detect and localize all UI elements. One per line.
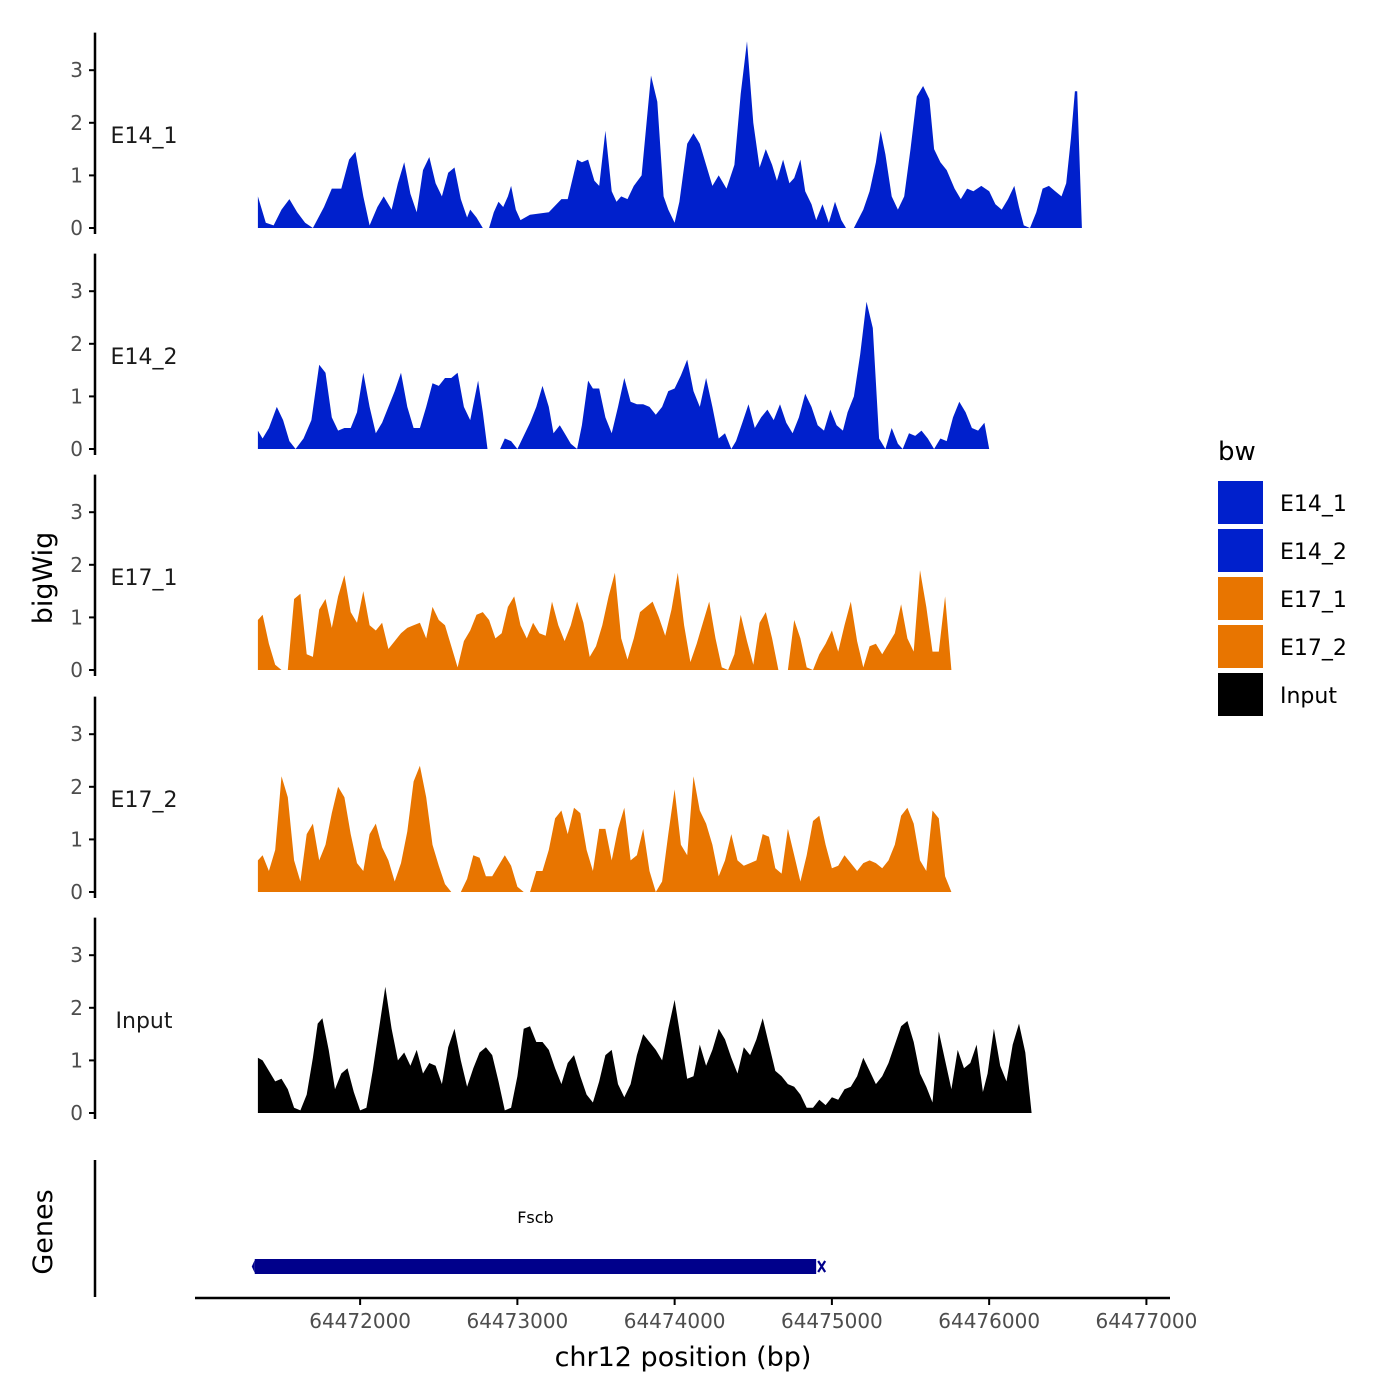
track-label: E17_2	[111, 788, 178, 813]
coverage-area	[257, 986, 1032, 1113]
y-tick-label: 1	[70, 827, 83, 851]
y-tick-label: 0	[70, 1101, 83, 1125]
y-tick-label: 1	[70, 1048, 83, 1072]
track-Input: 0 1 2 3 Input	[70, 917, 1032, 1125]
legend-swatch-E14_2	[1218, 529, 1263, 572]
genes-axis-title: Genes	[28, 1189, 59, 1274]
y-tick-label: 1	[70, 384, 83, 408]
legend-swatch-E14_1	[1218, 481, 1263, 524]
track-E14_2: 0 1 2 3 E14_2	[70, 253, 990, 461]
track-E17_2: 0 1 2 3 E17_2	[70, 696, 952, 904]
y-tick-label: 1	[70, 163, 83, 187]
track-label: E14_2	[111, 345, 178, 370]
legend-label: E17_2	[1280, 636, 1347, 661]
gene-strand-arrow	[251, 1260, 255, 1273]
legend-label: Input	[1280, 684, 1337, 709]
y-tick-label: 0	[70, 658, 83, 682]
legend-title: bw	[1218, 437, 1256, 467]
y-tick-label: 2	[70, 553, 83, 577]
y-tick-label: 3	[70, 943, 83, 967]
coverage-tracks: 0 1 2 3 E14_1 0 1 2 3 E14_2 0 1 2 3 E17_1 0 1 2 3 E17_2 0 1 2 3…	[70, 32, 1082, 1125]
coverage-area	[257, 301, 990, 449]
track-label: E17_1	[111, 566, 178, 591]
legend-label: E14_2	[1280, 540, 1347, 565]
gene-label: Fscb	[517, 1208, 554, 1227]
y-tick-label: 3	[70, 279, 83, 303]
y-tick-label: 2	[70, 332, 83, 356]
x-tick-label: 64475000	[781, 1309, 883, 1333]
x-axis: 64472000 64473000 64474000 64475000 64476000…	[195, 1296, 1198, 1333]
legend-swatch-E17_2	[1218, 625, 1263, 668]
gene-panel: Fscb	[93, 1160, 827, 1297]
y-tick-label: 2	[70, 775, 83, 799]
y-tick-label: 3	[70, 58, 83, 82]
coverage-area	[257, 570, 952, 670]
x-tick-label: 64477000	[1096, 1309, 1198, 1333]
y-axis-title: bigWig	[28, 532, 59, 625]
legend-swatch-E17_1	[1218, 577, 1263, 620]
x-axis-title: chr12 position (bp)	[555, 1342, 812, 1373]
x-tick-label: 64472000	[309, 1309, 411, 1333]
track-E14_1: 0 1 2 3 E14_1	[70, 32, 1082, 240]
y-tick-label: 1	[70, 605, 83, 629]
y-tick-label: 0	[70, 437, 83, 461]
legend-label: E17_1	[1280, 588, 1347, 613]
y-tick-label: 2	[70, 111, 83, 135]
x-tick-label: 64474000	[624, 1309, 726, 1333]
gene-body	[254, 1259, 817, 1274]
y-tick-label: 0	[70, 216, 83, 240]
legend-label: E14_1	[1280, 492, 1347, 517]
x-tick-label: 64473000	[466, 1309, 568, 1333]
x-tick-label: 64476000	[938, 1309, 1040, 1333]
legend: bw E14_1 E14_2 E17_1 E17_2 Input	[1218, 437, 1347, 716]
track-label: E14_1	[111, 124, 178, 149]
coverage-area	[257, 765, 952, 892]
y-tick-label: 0	[70, 880, 83, 904]
y-tick-label: 3	[70, 722, 83, 746]
y-tick-label: 2	[70, 996, 83, 1020]
y-tick-label: 3	[70, 500, 83, 524]
coverage-area	[257, 41, 1082, 228]
track-E17_1: 0 1 2 3 E17_1	[70, 474, 952, 682]
gene-end-mark	[817, 1260, 827, 1273]
track-label: Input	[116, 1009, 173, 1034]
legend-swatch-Input	[1218, 673, 1263, 716]
